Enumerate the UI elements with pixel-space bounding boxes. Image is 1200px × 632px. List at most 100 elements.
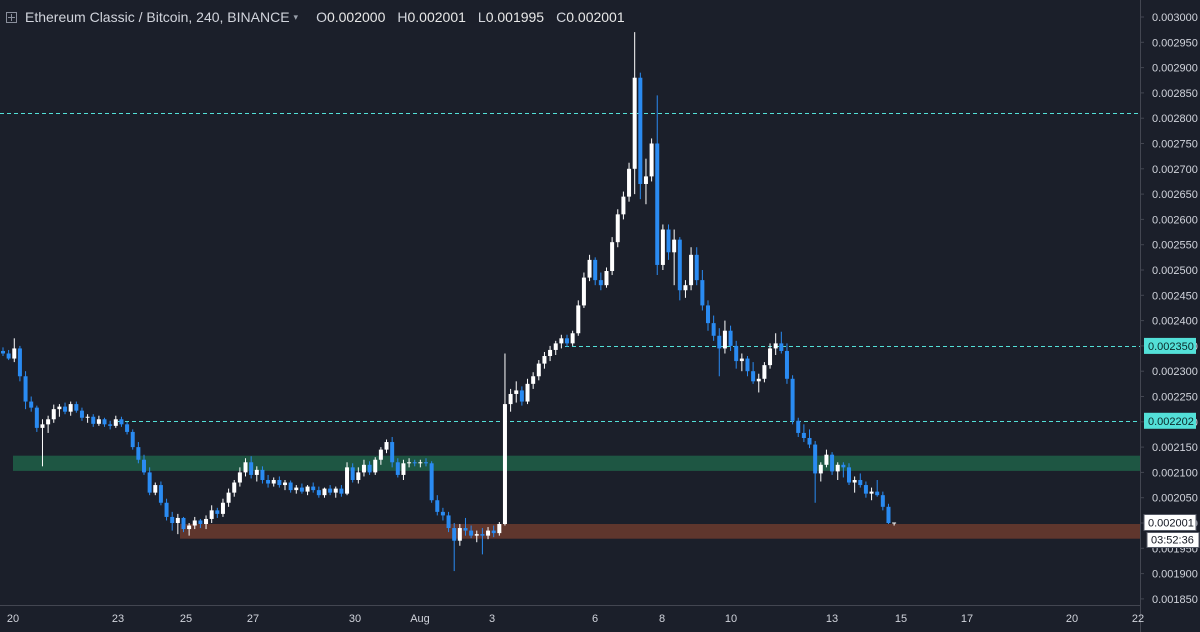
time-axis[interactable]: 20 23 25 27 30 Aug 3 6 8 10 13 15 17 20 22 (7, 613, 1144, 625)
candle-body (1, 350, 5, 354)
resistance-zone[interactable] (13, 455, 1140, 471)
candle-body (779, 343, 784, 351)
candle-body (632, 77, 637, 169)
x-tick-label: 20 (1066, 613, 1078, 625)
candle-body (502, 404, 507, 525)
candle-body (581, 277, 586, 306)
chevron-down-icon[interactable]: ▾ (293, 11, 299, 22)
candle-body (739, 358, 744, 362)
y-tick-label: 0.002750 (1152, 139, 1198, 151)
candle-body (407, 462, 412, 464)
candle-body (305, 486, 310, 492)
x-tick-label: 25 (180, 613, 192, 625)
y-tick-label: 0.002500 (1152, 265, 1198, 277)
candle-body (830, 454, 835, 472)
y-tick-label: 0.003000 (1152, 12, 1198, 24)
price-axis[interactable]: 0.003000 0.002950 0.002900 0.002850 0.002800… (1140, 12, 1198, 606)
candle-body (666, 229, 671, 253)
candle-body (350, 467, 355, 480)
candle-body (847, 467, 851, 483)
y-tick-label: 0.002550 (1152, 240, 1198, 252)
ohlc-high: H0.002001 (397, 9, 466, 25)
candle-body (102, 419, 107, 425)
candle-body (209, 510, 214, 519)
x-tick-label: 22 (1132, 613, 1144, 625)
x-tick-label: 10 (725, 613, 737, 625)
plus-square-icon[interactable] (6, 11, 17, 23)
candle-body (818, 464, 823, 474)
y-tick-label: 0.001900 (1152, 569, 1198, 581)
candle-body (790, 378, 795, 421)
y-tick-label: 0.002650 (1152, 189, 1198, 201)
candle-body (852, 479, 857, 483)
candle-body (361, 464, 366, 473)
candle-body (841, 464, 846, 468)
candle-body (187, 525, 192, 530)
candle-body (615, 214, 620, 243)
candle-body (587, 259, 592, 278)
candle-body (553, 343, 558, 350)
candle-body (288, 482, 293, 491)
candle-body (892, 522, 897, 524)
candle-body (373, 459, 378, 473)
ohlc-open-label: O (316, 9, 327, 25)
symbol-title[interactable]: Ethereum Classic / Bitcoin, 240, BINANCE (25, 9, 290, 25)
candle-body (181, 517, 186, 530)
x-tick-label: 30 (349, 613, 361, 625)
candle-body (536, 363, 541, 377)
candle-body (801, 432, 806, 438)
candle-body (108, 424, 113, 426)
candle-body (395, 462, 400, 475)
candle-body (627, 168, 632, 197)
candle-body (593, 259, 598, 281)
candle-body (519, 390, 524, 402)
candle-body (91, 416, 96, 424)
candle-body (474, 534, 479, 536)
candle-body (384, 442, 389, 450)
candle-body (29, 401, 34, 408)
candle-body (356, 472, 361, 480)
ohlc-low-label: L (477, 9, 486, 25)
candle-body (294, 487, 299, 491)
price-tag-box (1144, 337, 1196, 354)
candle-body (576, 305, 581, 334)
candle-body (175, 517, 180, 523)
candle-body (57, 406, 62, 410)
candle-body (412, 462, 417, 464)
y-tick-label: 0.002150 (1152, 442, 1198, 454)
candle-body (40, 424, 45, 428)
candle-body (457, 528, 462, 541)
candle-body (643, 176, 648, 184)
candle-body (119, 419, 124, 425)
candle-body (51, 409, 56, 420)
candle-body (113, 419, 118, 426)
candle-body (683, 285, 688, 291)
candle-body (249, 462, 254, 475)
x-tick-label: 3 (489, 613, 495, 625)
candle-body (96, 419, 101, 424)
y-tick-label: 0.002250 (1152, 392, 1198, 404)
candle-body (768, 348, 773, 366)
candle-body (328, 488, 333, 493)
support-zone[interactable] (180, 524, 1140, 539)
candle-body (12, 348, 17, 359)
candle-body (322, 488, 327, 496)
candle-body (672, 239, 677, 253)
candle-body (401, 463, 406, 475)
candle-body (773, 343, 778, 349)
y-tick-label: 0.002050 (1152, 493, 1198, 505)
candle-body (333, 488, 338, 493)
y-tick-label: 0.002450 (1152, 290, 1198, 302)
candle-body (548, 349, 553, 357)
candle-body (711, 323, 716, 336)
candle-body (254, 469, 259, 475)
candle-body (192, 520, 197, 526)
ohlc-high-label: H (397, 9, 408, 25)
x-tick-label: 6 (592, 613, 598, 625)
candle-body (655, 143, 660, 265)
candle-body (446, 515, 451, 529)
candle-body (621, 196, 626, 215)
candle-body (689, 254, 694, 286)
candle-body (480, 534, 485, 536)
